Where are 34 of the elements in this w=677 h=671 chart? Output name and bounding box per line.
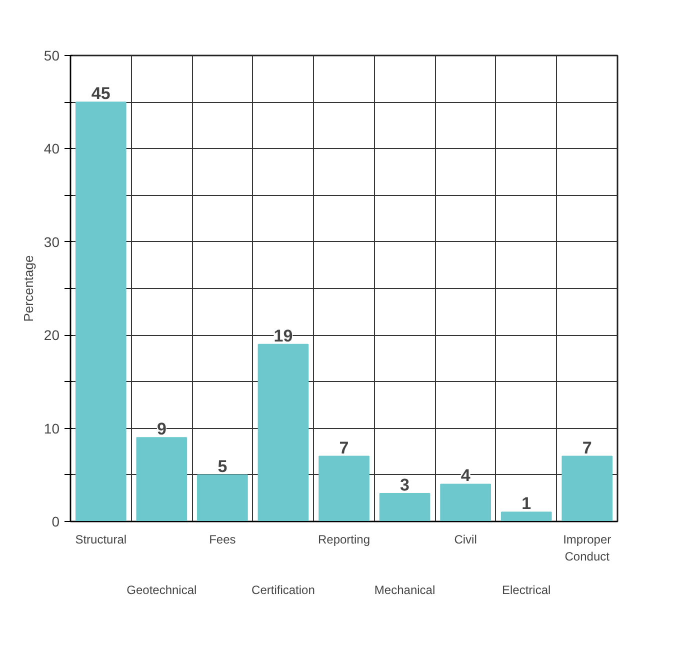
- bar: [440, 484, 491, 522]
- x-tick-label: Fees: [209, 532, 236, 546]
- bar: [500, 512, 552, 522]
- x-tick-label: Improper Conduct: [563, 532, 612, 564]
- bar: [258, 344, 309, 522]
- y-tick-label: 40: [44, 140, 60, 157]
- data-label: 19: [274, 326, 293, 346]
- x-tick-label: Mechanical: [374, 582, 436, 597]
- y-tick-label: 30: [44, 234, 60, 250]
- bar: [318, 456, 370, 522]
- data-label: 3: [400, 476, 410, 495]
- y-tick-label: 20: [44, 327, 60, 344]
- y-tick-label: 10: [44, 420, 60, 436]
- y-axis-title: Percentage: [20, 255, 36, 322]
- data-label: 45: [91, 84, 110, 104]
- x-tick-label: Reporting: [318, 532, 370, 546]
- bar: [379, 493, 430, 522]
- bar: [75, 102, 126, 522]
- data-label: 1: [522, 494, 532, 514]
- data-label: 9: [156, 420, 166, 439]
- x-tick-label: Civil: [454, 532, 477, 546]
- bar: [136, 437, 188, 522]
- data-label: 4: [460, 466, 471, 486]
- bar: [197, 474, 248, 522]
- x-tick-label: Certification: [252, 582, 315, 597]
- x-tick-label: Geotechnical: [126, 582, 197, 597]
- data-label: 7: [339, 438, 349, 458]
- data-label: 5: [218, 456, 228, 476]
- bar: [562, 456, 613, 522]
- x-tick-label: Electrical: [502, 582, 551, 597]
- y-tick-label: 50: [44, 48, 60, 64]
- y-tick-label: 0: [52, 514, 60, 530]
- data-label: 7: [582, 438, 592, 458]
- x-tick-label: Structural: [75, 532, 127, 546]
